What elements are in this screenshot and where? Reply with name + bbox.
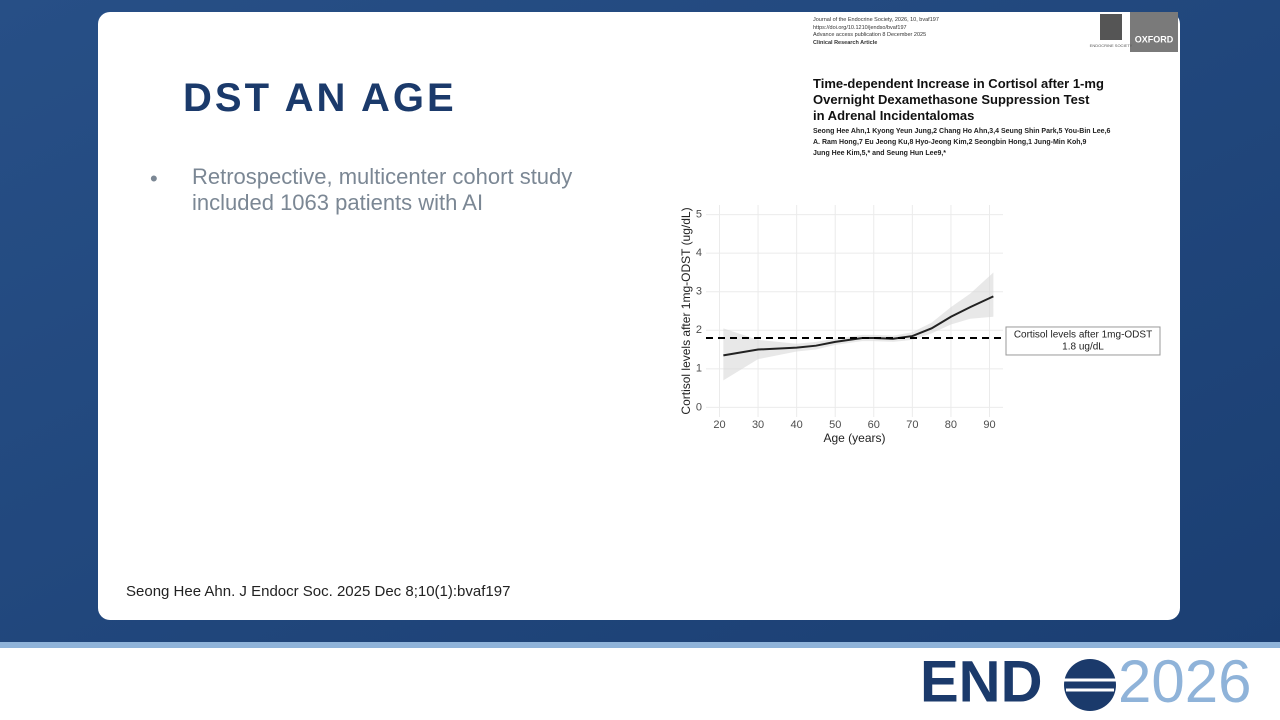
footer-stripe (0, 642, 1280, 648)
brand-year: 2026 (1118, 648, 1251, 715)
x-tick-label: 50 (829, 419, 841, 431)
journal-line: https://doi.org/10.1210/jendso/bvaf197 (813, 24, 907, 31)
society-icon (1100, 14, 1122, 40)
globe-icon (1064, 659, 1116, 711)
citation: Seong Hee Ahn. J Endocr Soc. 2025 Dec 8;… (126, 583, 511, 600)
paper-title: Time-dependent Increase in Cortisol afte… (813, 76, 1104, 124)
society: ENDOCRINE SOCIETY (1090, 43, 1133, 48)
journal-line: Clinical Research Article (813, 39, 878, 46)
y-tick-label: 0 (696, 401, 702, 413)
x-tick-label: 30 (752, 419, 764, 431)
publisher: OXFORD (1135, 34, 1174, 44)
y-tick-label: 1 (696, 363, 702, 375)
title-line: Overnight Dexamethasone Suppression Test (813, 92, 1090, 107)
slide-title: DST AN AGE (183, 76, 457, 120)
y-tick-label: 2 (696, 324, 702, 336)
publisher-box (1130, 12, 1178, 52)
y-axis-label: Cortisol levels after 1mg-ODST (ug/dL) (679, 207, 693, 414)
brand: END (920, 649, 1042, 714)
x-tick-label: 40 (791, 419, 803, 431)
bullet-text: Retrospective, multicenter cohort study … (192, 164, 573, 215)
bullet-marker: • (150, 166, 158, 191)
title-line: Time-dependent Increase in Cortisol afte… (813, 76, 1104, 91)
journal-info: Journal of the Endocrine Society, 2026, … (813, 17, 939, 47)
author-line: Jung Hee Kim,5,* and Seung Hun Lee9,* (813, 150, 947, 157)
annotation-box (1005, 326, 1161, 356)
x-tick-label: 80 (945, 419, 957, 431)
chart: 0 1 2 3 4 5 20 30 40 50 60 70 80 90 Cortisol levels af… (679, 205, 1161, 445)
title-line: in Adrenal Incidentalomas (813, 108, 975, 123)
x-tick-label: 70 (906, 419, 918, 431)
x-tick-label: 60 (868, 419, 880, 431)
journal-line: Advance access publication 8 December 20… (813, 32, 927, 38)
authors: Seong Hee Ahn,1 Kyong Yeun Jung,2 Chang … (813, 126, 1110, 159)
x-axis-label: Age (years) (823, 431, 885, 445)
annotation-text: 1.8 ug/dL (1062, 342, 1104, 353)
y-tick-label: 3 (696, 286, 702, 298)
author-line: A. Ram Hong,7 Eu Jeong Ku,8 Hyo-Jeong Ki… (813, 139, 1087, 146)
annotation-text: Cortisol levels after 1mg-ODST (1014, 330, 1152, 341)
x-tick-label: 20 (713, 419, 725, 431)
author-line: Seong Hee Ahn,1 Kyong Yeun Jung,2 Chang … (813, 128, 1111, 135)
content-panel (98, 12, 1180, 620)
x-tick-label: 90 (983, 419, 995, 431)
y-tick-label: 5 (696, 209, 702, 221)
confidence-band (723, 272, 994, 381)
fit-line (723, 295, 994, 357)
y-tick-label: 4 (696, 247, 702, 259)
journal-line: Journal of the Endocrine Society, 2026, … (813, 17, 939, 23)
globe-lines (1064, 678, 1116, 692)
